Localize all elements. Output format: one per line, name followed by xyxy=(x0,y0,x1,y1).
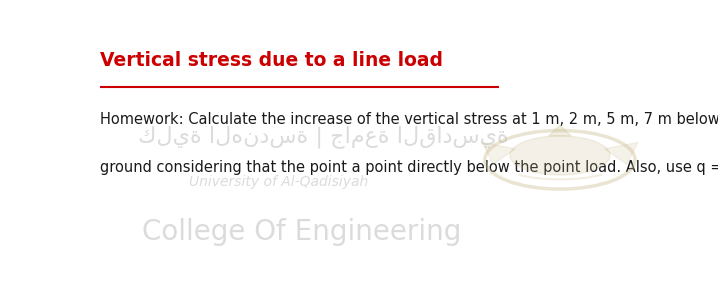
Text: University of Al-Qadisiyah: University of Al-Qadisiyah xyxy=(190,175,368,189)
Text: Homework: Calculate the increase of the vertical stress at 1 m, 2 m, 5 m, 7 m be: Homework: Calculate the increase of the … xyxy=(100,112,718,127)
Text: Vertical stress due to a line load: Vertical stress due to a line load xyxy=(100,51,443,70)
Text: ground considering that the point a point directly below the point load. Also, u: ground considering that the point a poin… xyxy=(100,160,718,175)
Circle shape xyxy=(510,136,610,175)
Polygon shape xyxy=(482,142,516,164)
Text: College Of Engineering: College Of Engineering xyxy=(141,218,461,246)
Text: كلية الهندسة | جامعة القادسية: كلية الهندسة | جامعة القادسية xyxy=(138,125,509,148)
Polygon shape xyxy=(605,142,638,164)
Polygon shape xyxy=(549,125,571,136)
